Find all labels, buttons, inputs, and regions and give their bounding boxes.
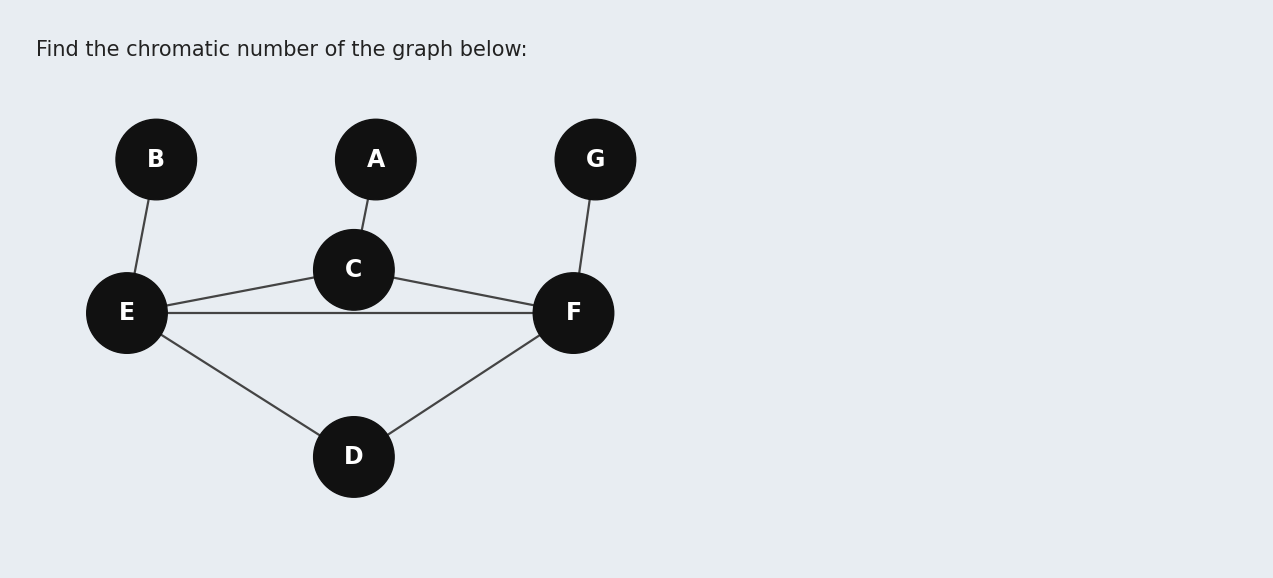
Text: Find the chromatic number of the graph below:: Find the chromatic number of the graph b… bbox=[36, 40, 527, 61]
Text: D: D bbox=[344, 445, 364, 469]
Ellipse shape bbox=[336, 119, 416, 200]
Text: E: E bbox=[118, 301, 135, 325]
Ellipse shape bbox=[313, 417, 395, 497]
Ellipse shape bbox=[533, 273, 614, 353]
Ellipse shape bbox=[87, 273, 167, 353]
Text: B: B bbox=[148, 147, 165, 172]
Ellipse shape bbox=[555, 119, 635, 200]
Ellipse shape bbox=[313, 229, 395, 310]
Text: C: C bbox=[345, 258, 363, 282]
Ellipse shape bbox=[116, 119, 196, 200]
Text: G: G bbox=[586, 147, 605, 172]
Text: A: A bbox=[367, 147, 384, 172]
Text: F: F bbox=[565, 301, 582, 325]
